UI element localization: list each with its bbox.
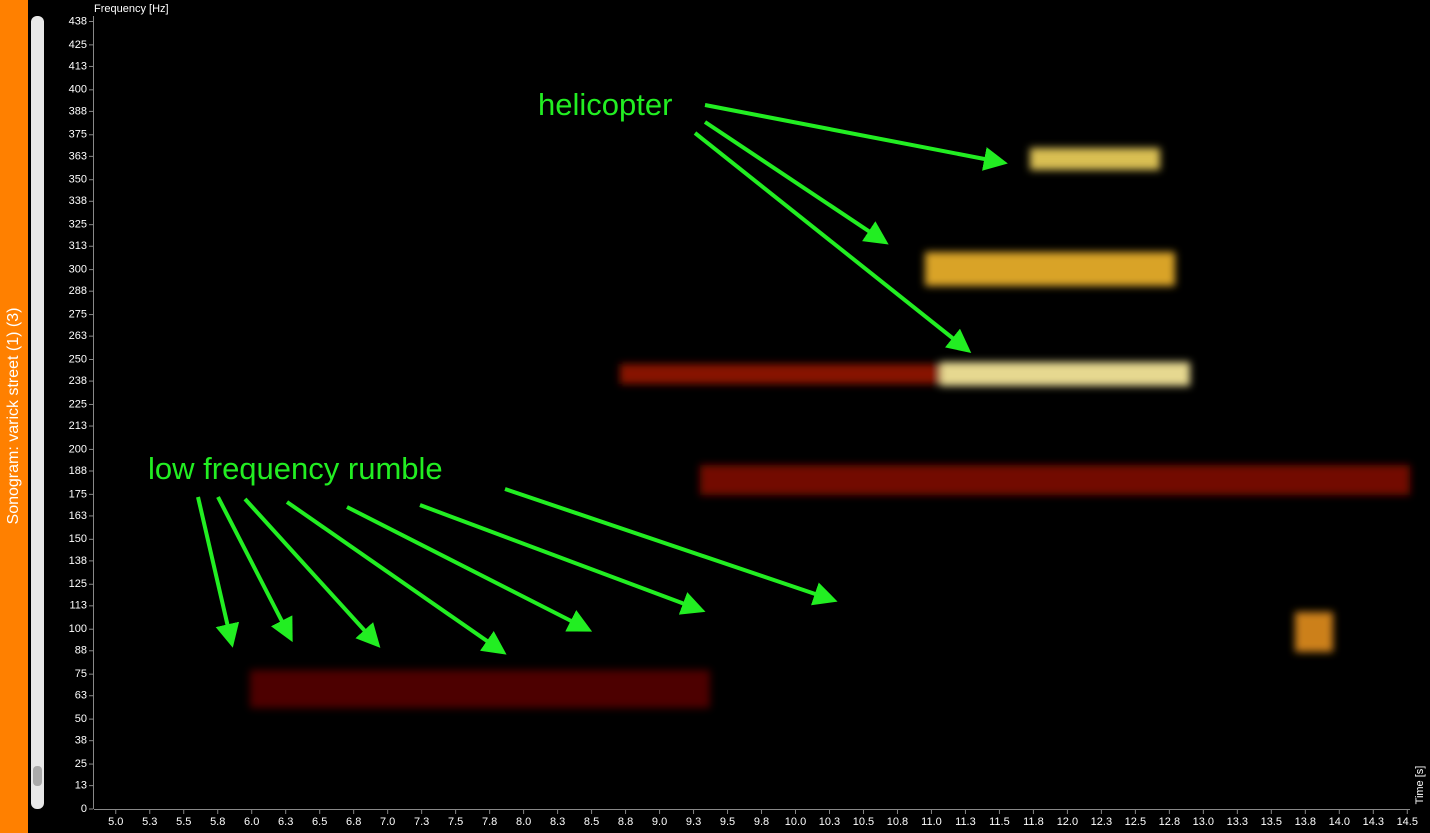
scroll-thumb[interactable]	[33, 766, 42, 786]
y-tick-label: 125	[69, 578, 87, 590]
arrow	[703, 120, 889, 245]
y-tick-label: 438	[69, 15, 87, 27]
y-tick-label: 300	[69, 264, 87, 276]
y-tick-label: 413	[69, 60, 87, 72]
y-tick-label: 225	[69, 398, 87, 410]
x-tick-label: 7.3	[414, 816, 429, 828]
scrollbar[interactable]	[31, 16, 44, 809]
x-tick-label: 7.0	[380, 816, 395, 828]
y-tick-label: 313	[69, 240, 87, 252]
y-tick-label: 400	[69, 84, 87, 96]
x-tick-label: 10.0	[785, 816, 806, 828]
x-tick-label: 10.3	[819, 816, 840, 828]
x-tick-label: 9.0	[652, 816, 667, 828]
y-tick-label: 175	[69, 488, 87, 500]
y-axis-label: Frequency [Hz]	[94, 3, 169, 15]
x-tick-label: 6.5	[312, 816, 327, 828]
y-tick-label: 425	[69, 39, 87, 51]
y-tick-label: 238	[69, 375, 87, 387]
y-tick-label: 38	[75, 735, 87, 747]
y-tick-label: 138	[69, 555, 87, 567]
y-tick-label: 325	[69, 219, 87, 231]
arrow	[704, 103, 1008, 171]
x-tick-label: 9.5	[720, 816, 735, 828]
y-tick-label: 200	[69, 443, 87, 455]
y-tick-label: 188	[69, 465, 87, 477]
x-tick-label: 12.0	[1057, 816, 1078, 828]
y-tick-label: 163	[69, 510, 87, 522]
y-tick-label: 100	[69, 623, 87, 635]
sidebar	[0, 0, 28, 833]
x-tick-label: 5.3	[142, 816, 157, 828]
x-tick-label: 11.3	[955, 816, 976, 828]
x-tick-label: 7.8	[482, 816, 497, 828]
y-tick-label: 250	[69, 353, 87, 365]
x-tick-label: 11.0	[921, 816, 942, 828]
y-tick-label: 375	[69, 129, 87, 141]
y-tick-label: 150	[69, 533, 87, 545]
y-tick-label: 350	[69, 174, 87, 186]
x-tick-label: 12.8	[1159, 816, 1180, 828]
arrow	[419, 503, 706, 615]
window-title: Sonogram: varick street (1) (3)	[5, 308, 22, 525]
arrow	[346, 505, 593, 632]
x-tick-label: 8.3	[550, 816, 565, 828]
x-tick-label: 6.8	[346, 816, 361, 828]
x-tick-label: 6.0	[244, 816, 259, 828]
spectrogram-image	[94, 16, 1410, 809]
x-axis-label: Time [s]	[1414, 766, 1426, 805]
y-tick-label: 63	[75, 690, 87, 702]
x-tick-label: 13.3	[1227, 816, 1248, 828]
y-tick-label: 275	[69, 308, 87, 320]
y-tick-label: 0	[81, 803, 87, 815]
y-tick-label: 213	[69, 420, 87, 432]
x-tick-label: 6.3	[278, 816, 293, 828]
arrow	[216, 496, 293, 643]
y-tick-label: 50	[75, 713, 87, 725]
x-tick-label: 9.3	[686, 816, 701, 828]
arrow	[693, 131, 972, 353]
annotation: helicopter	[538, 87, 672, 122]
x-tick-label: 5.5	[176, 816, 191, 828]
x-tick-label: 10.5	[853, 816, 874, 828]
x-tick-label: 5.8	[210, 816, 225, 828]
x-tick-label: 11.5	[989, 816, 1010, 828]
y-tick-label: 88	[75, 645, 87, 657]
y-tick-label: 25	[75, 758, 87, 770]
y-tick-label: 113	[69, 600, 87, 612]
x-tick-label: 7.5	[448, 816, 463, 828]
arrow	[243, 497, 381, 648]
x-tick-label: 5.0	[108, 816, 123, 828]
x-tick-label: 12.5	[1125, 816, 1146, 828]
arrow	[504, 487, 838, 606]
x-tick-label: 8.5	[584, 816, 599, 828]
x-tick-label: 14.0	[1329, 816, 1350, 828]
x-tick-label: 14.3	[1363, 816, 1384, 828]
y-tick-label: 288	[69, 285, 87, 297]
x-tick-label: 11.8	[1023, 816, 1044, 828]
y-tick-label: 13	[75, 780, 87, 792]
arrow	[285, 500, 507, 655]
x-tick-label: 8.8	[618, 816, 633, 828]
x-tick-label: 12.3	[1091, 816, 1112, 828]
y-tick-label: 363	[69, 150, 87, 162]
x-tick-label: 13.8	[1295, 816, 1316, 828]
y-tick-label: 338	[69, 195, 87, 207]
x-tick-label: 9.8	[754, 816, 769, 828]
annotation: low frequency rumble	[148, 451, 443, 486]
x-tick-label: 8.0	[516, 816, 531, 828]
y-tick-label: 388	[69, 105, 87, 117]
x-tick-label: 13.5	[1261, 816, 1282, 828]
y-tick-label: 263	[69, 330, 87, 342]
x-tick-label: 10.8	[887, 816, 908, 828]
x-tick-label: 13.0	[1193, 816, 1214, 828]
y-tick-label: 75	[75, 668, 87, 680]
arrow	[196, 496, 240, 648]
x-tick-label: 14.5	[1397, 816, 1418, 828]
